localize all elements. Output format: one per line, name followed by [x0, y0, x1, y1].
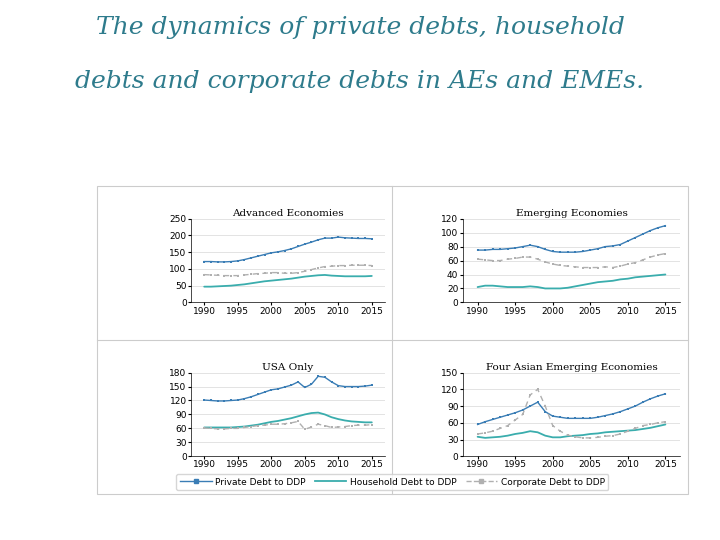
Title: Advanced Economies: Advanced Economies — [232, 209, 344, 218]
Text: The dynamics of private debts, household: The dynamics of private debts, household — [96, 16, 624, 39]
Title: USA Only: USA Only — [262, 363, 314, 372]
Title: Emerging Economies: Emerging Economies — [516, 209, 627, 218]
Text: debts and corporate debts in AEs and EMEs.: debts and corporate debts in AEs and EME… — [76, 70, 644, 93]
Legend: Private Debt to DDP, Household Debt to DDP, Corporate Debt to DDP: Private Debt to DDP, Household Debt to D… — [176, 474, 608, 490]
Title: Four Asian Emerging Economies: Four Asian Emerging Economies — [485, 363, 657, 372]
